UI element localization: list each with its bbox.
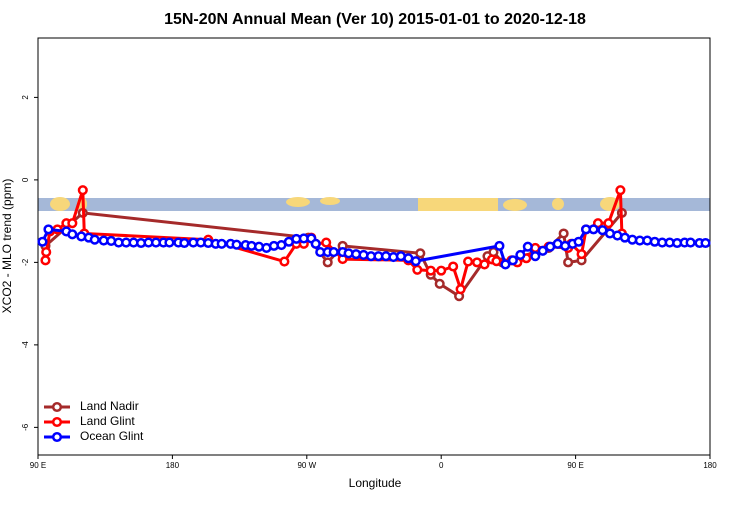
legend-marker xyxy=(51,431,63,443)
x-tick-label: 0 xyxy=(439,461,444,470)
land-band xyxy=(38,198,710,211)
point xyxy=(77,185,88,196)
land-patch xyxy=(418,198,498,211)
x-tick-label: 180 xyxy=(166,461,180,470)
point xyxy=(89,234,100,245)
point xyxy=(40,255,51,266)
point xyxy=(322,257,333,268)
point xyxy=(412,264,423,275)
point xyxy=(530,251,541,262)
land-mask xyxy=(38,197,710,211)
point xyxy=(685,237,696,248)
point xyxy=(321,237,332,248)
point xyxy=(434,278,445,289)
point xyxy=(179,237,190,249)
point xyxy=(216,238,227,249)
y-tick-label: -6 xyxy=(21,423,30,431)
land-patch xyxy=(50,197,70,211)
x-tick-label: 180 xyxy=(703,461,717,470)
point xyxy=(507,255,518,266)
y-tick-label: 0 xyxy=(21,177,30,182)
point xyxy=(573,236,584,247)
land-patch xyxy=(320,197,340,205)
point xyxy=(615,185,626,196)
point xyxy=(603,218,614,229)
point xyxy=(410,256,421,267)
point xyxy=(41,247,52,258)
point xyxy=(479,259,490,270)
point xyxy=(515,249,526,261)
legend-marker xyxy=(51,401,63,413)
point xyxy=(310,238,321,249)
point xyxy=(415,248,426,259)
point xyxy=(500,259,511,270)
point xyxy=(494,240,505,251)
point xyxy=(67,218,78,229)
legend-label: Land Glint xyxy=(80,414,135,428)
point xyxy=(328,247,339,258)
point xyxy=(231,239,242,250)
point xyxy=(448,261,459,272)
point xyxy=(455,284,466,295)
point xyxy=(537,245,548,256)
point xyxy=(588,224,599,235)
x-tick-label: 90 E xyxy=(30,461,46,470)
point xyxy=(463,256,474,267)
point xyxy=(67,229,78,240)
chart-title: 15N-20N Annual Mean (Ver 10) 2015-01-01 … xyxy=(164,11,586,28)
land-patch xyxy=(503,199,527,211)
point xyxy=(558,228,569,239)
x-tick-label: 90 E xyxy=(567,461,583,470)
legend-marker xyxy=(51,416,63,428)
y-axis-label: XCO2 - MLO trend (ppm) xyxy=(0,179,14,314)
land-patch xyxy=(552,198,564,210)
y-tick-label: -2 xyxy=(21,258,30,266)
point xyxy=(576,249,587,260)
point xyxy=(491,256,502,267)
point xyxy=(279,256,290,267)
point xyxy=(563,257,574,268)
point xyxy=(522,241,533,252)
point xyxy=(164,237,175,248)
x-axis-label: Longitude xyxy=(349,476,402,490)
point xyxy=(37,236,48,247)
point xyxy=(700,237,711,249)
point xyxy=(43,224,54,235)
legend-label: Ocean Glint xyxy=(80,429,144,443)
point xyxy=(436,265,447,276)
plot-frame xyxy=(37,37,711,456)
y-tick-label: -4 xyxy=(21,341,30,349)
land-patch xyxy=(286,197,310,207)
x-tick-label: 90 W xyxy=(297,461,316,470)
y-tick-label: 2 xyxy=(21,95,30,100)
legend-label: Land Nadir xyxy=(80,399,139,413)
point xyxy=(425,265,436,276)
